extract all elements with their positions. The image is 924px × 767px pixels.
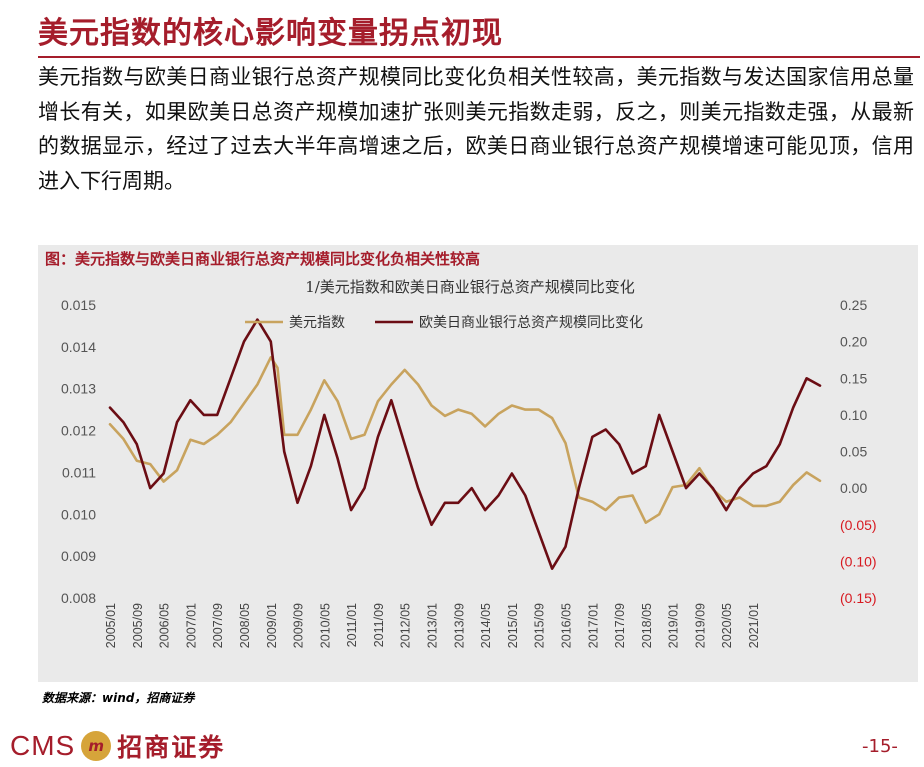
cms-logo: CMS m 招商证券 [10,728,225,764]
left-axis-tick-label: 0.015 [61,297,96,313]
right-axis-tick-label: (0.05) [840,517,877,533]
x-axis-tick-label: 2009/01 [265,603,279,648]
left-axis-tick-label: 0.009 [61,548,96,564]
page-number: -15- [862,736,898,757]
series-line-usd-index [108,356,822,524]
x-axis-tick-label: 2012/05 [399,603,413,648]
x-axis-tick-label: 2015/01 [506,603,520,648]
x-axis-tick-label: 2013/09 [452,603,466,648]
chart-container [38,245,918,682]
x-axis-tick-label: 2017/01 [586,603,600,648]
right-axis-tick-label: 0.25 [840,297,867,313]
data-source: 数据来源：wind，招商证券 [42,691,195,705]
x-axis-tick-label: 2019/09 [693,603,707,648]
x-axis-tick-label: 2006/05 [158,603,172,648]
series-line-bank-assets [108,318,822,570]
right-axis-tick-label: 0.15 [840,370,867,386]
right-axis-tick-label: 0.10 [840,407,867,423]
x-axis-tick-label: 2010/05 [318,603,332,648]
right-axis-tick-label: 0.00 [840,480,867,496]
x-axis-tick-label: 2020/05 [720,603,734,648]
x-axis-tick-label: 2019/01 [667,603,681,648]
x-axis-tick-label: 2009/09 [292,603,306,648]
x-axis-tick-label: 2008/05 [238,603,252,648]
x-axis-tick-label: 2016/05 [559,603,573,648]
left-axis-tick-label: 0.013 [61,381,96,397]
left-axis-tick-label: 0.011 [62,464,96,480]
figure-caption: 图：美元指数与欧美日商业银行总资产规模同比变化负相关性较高 [45,250,481,268]
brand-name-cn: 招商证券 [117,733,226,762]
right-axis-tick-label: 0.05 [840,444,867,460]
x-axis-tick-label: 2013/01 [426,603,440,648]
x-axis-tick-label: 2007/01 [184,603,198,648]
x-axis-tick-label: 2021/01 [747,603,761,648]
cms-badge-icon: m [81,731,112,761]
legend-label-bank-assets: 欧美日商业银行总资产规模同比变化 [419,315,643,331]
legend-label-usd-index: 美元指数 [289,315,345,331]
x-axis-tick-label: 2005/09 [131,603,145,648]
chart-title: 1/美元指数和欧美日商业银行总资产规模同比变化 [305,278,635,296]
right-axis-tick-label: (0.15) [840,590,877,606]
left-axis-tick-label: 0.012 [61,423,96,439]
x-axis-tick-label: 2011/01 [345,603,359,647]
body-paragraph: 美元指数与欧美日商业银行总资产规模同比变化负相关性较高，美元指数与发达国家信用总… [38,65,914,193]
left-axis-tick-label: 0.008 [61,590,96,606]
left-axis-tick-label: 0.014 [61,339,96,355]
left-axis-tick-label: 0.010 [61,506,96,522]
x-axis-tick-label: 2007/09 [211,603,225,648]
page-title: 美元指数的核心影响变量拐点初现 [38,16,503,51]
title-rule [38,56,920,58]
right-axis-tick-label: (0.10) [840,553,877,569]
x-axis-tick-label: 2014/05 [479,603,493,648]
right-axis-tick-label: 0.20 [840,334,867,350]
x-axis-tick-label: 2005/01 [104,603,118,648]
x-axis-tick-label: 2011/09 [372,603,386,647]
x-axis-tick-label: 2017/09 [613,603,627,648]
x-axis-tick-label: 2015/09 [533,603,547,648]
x-axis-tick-label: 2018/05 [640,603,654,648]
cms-logo-text: CMS [10,730,76,761]
